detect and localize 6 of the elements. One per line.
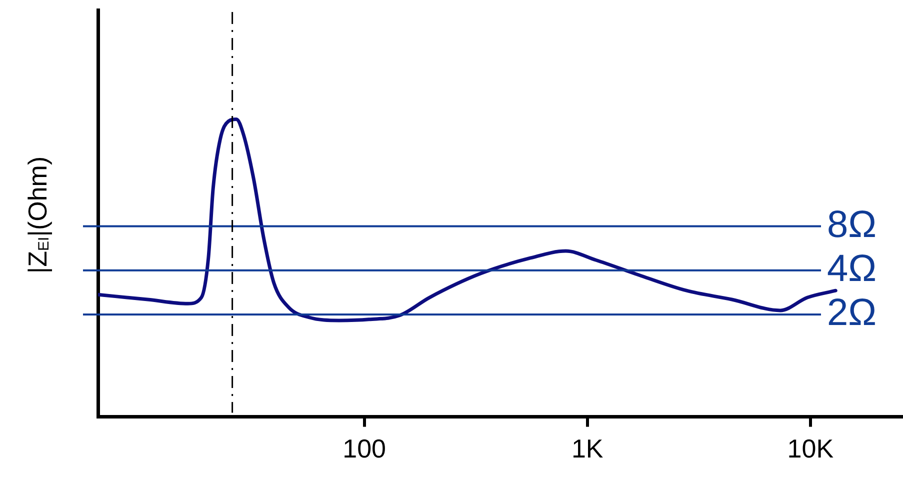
ref-line-label: 2Ω bbox=[827, 292, 877, 334]
ref-line-label: 4Ω bbox=[827, 248, 877, 290]
x-tick-label: 1K bbox=[571, 434, 604, 464]
ref-line-label: 8Ω bbox=[827, 204, 877, 246]
x-tick-label: 10K bbox=[787, 434, 834, 464]
x-tick-label: 100 bbox=[342, 434, 386, 464]
